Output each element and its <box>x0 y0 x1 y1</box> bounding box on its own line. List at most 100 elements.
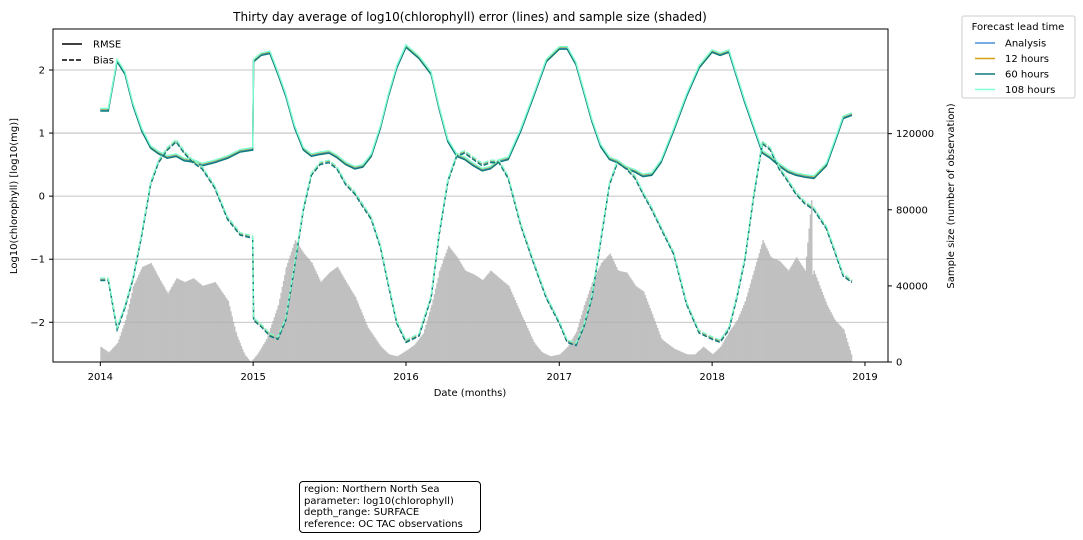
sample-size-bar <box>258 352 260 362</box>
sample-size-bar <box>705 348 707 362</box>
sample-size-bar <box>848 346 850 362</box>
sample-size-bar <box>441 263 444 362</box>
sample-size-bar <box>255 356 257 362</box>
sample-size-bar <box>731 327 733 362</box>
sample-size-bar <box>751 279 753 362</box>
sample-size-bar <box>710 353 713 362</box>
sample-size-bar <box>825 301 827 362</box>
sample-size-bar <box>388 354 390 362</box>
sample-size-bars <box>100 200 853 362</box>
sample-size-bar <box>662 340 664 362</box>
sample-size-bar <box>563 350 565 362</box>
sample-size-bar <box>136 277 139 362</box>
sample-size-bar <box>225 298 228 362</box>
y-tick-label: 2 <box>39 65 45 76</box>
sample-size-bar <box>676 349 678 362</box>
sample-size-bar <box>454 254 456 362</box>
sample-size-bar <box>823 298 826 362</box>
sample-size-bar <box>741 308 744 362</box>
sample-size-bar <box>518 308 520 362</box>
sample-size-bar <box>709 351 711 362</box>
sample-size-bar <box>327 273 330 362</box>
sample-size-bar <box>569 342 572 362</box>
sample-size-bar <box>656 327 659 362</box>
sample-size-bar <box>378 344 381 362</box>
sample-size-bar <box>370 331 372 362</box>
sample-size-bar <box>228 306 231 362</box>
sample-size-bar <box>461 265 464 362</box>
rmse-line-1 <box>100 44 853 178</box>
sample-size-bar <box>549 355 551 362</box>
sample-size-bar <box>635 285 637 362</box>
sample-size-bar <box>491 271 493 362</box>
sample-size-bar <box>326 275 329 362</box>
sample-size-bar <box>500 279 502 362</box>
sample-size-bar <box>110 349 113 362</box>
sample-size-bar <box>200 284 202 362</box>
sample-size-bar <box>538 348 541 362</box>
sample-size-bar <box>502 281 505 362</box>
sample-size-bar <box>354 297 357 362</box>
sample-size-bar <box>236 336 239 362</box>
sample-size-bar <box>537 347 540 362</box>
lead-time-legend-label: 60 hours <box>1005 70 1049 81</box>
lead-time-legend-label: Analysis <box>1005 39 1046 50</box>
sample-size-bar <box>589 290 591 362</box>
sample-size-bar <box>686 354 689 362</box>
sample-size-bar <box>361 312 363 362</box>
sample-size-bar <box>803 268 805 362</box>
sample-size-bar <box>151 265 154 362</box>
sample-size-bar <box>407 349 409 362</box>
sample-size-bar <box>513 297 515 362</box>
sample-size-bar <box>792 262 795 362</box>
sample-size-bar <box>445 252 447 362</box>
sample-size-bar <box>223 294 225 362</box>
rmse-line-2 <box>100 44 853 178</box>
sample-size-bar <box>158 278 161 362</box>
sample-size-bar <box>328 272 331 362</box>
sample-size-bar <box>638 288 641 362</box>
sample-size-bar <box>267 335 269 362</box>
sample-size-bar <box>358 306 361 362</box>
sample-size-bar <box>815 277 818 362</box>
sample-size-bar <box>351 292 354 362</box>
sample-size-bar <box>307 258 309 362</box>
sample-size-bar <box>477 276 479 362</box>
sample-size-bar <box>356 300 358 362</box>
sample-size-bar <box>177 278 179 362</box>
sample-size-bar <box>462 267 465 362</box>
sample-size-bar <box>614 264 617 362</box>
plot-frame <box>52 28 889 363</box>
sample-size-bar <box>722 342 725 362</box>
sample-size-bar <box>594 276 597 362</box>
sample-size-bar <box>595 273 598 362</box>
sample-size-bar <box>117 342 119 362</box>
sample-size-bar <box>707 350 710 362</box>
sample-size-bar <box>366 324 368 362</box>
sample-size-bar <box>118 339 120 362</box>
sample-size-bar <box>545 354 548 362</box>
sample-size-bar <box>344 279 347 362</box>
sample-size-bar <box>394 355 397 362</box>
sample-size-bar <box>293 244 295 362</box>
sample-size-bar <box>261 346 264 362</box>
sample-size-bar <box>753 270 756 362</box>
y-tick-label: 0 <box>39 192 45 203</box>
sample-size-bar <box>172 284 174 362</box>
sample-size-bar <box>850 354 853 362</box>
sample-size-bar <box>651 314 654 362</box>
sample-size-bar <box>798 261 800 362</box>
sample-size-bar <box>577 327 579 362</box>
info-box: region: Northern North Sea parameter: lo… <box>299 481 481 533</box>
sample-size-bar <box>787 270 790 362</box>
sample-size-bar <box>743 305 745 362</box>
sample-size-bar <box>673 348 676 362</box>
sample-size-bar <box>615 267 618 362</box>
sample-size-bar <box>339 271 341 362</box>
sample-size-bar <box>128 303 131 362</box>
sample-size-bar <box>613 261 615 362</box>
sample-size-bar <box>706 349 709 362</box>
sample-size-bar <box>247 358 250 362</box>
sample-size-bar <box>530 336 533 362</box>
x-tick-label: 2018 <box>699 372 724 383</box>
